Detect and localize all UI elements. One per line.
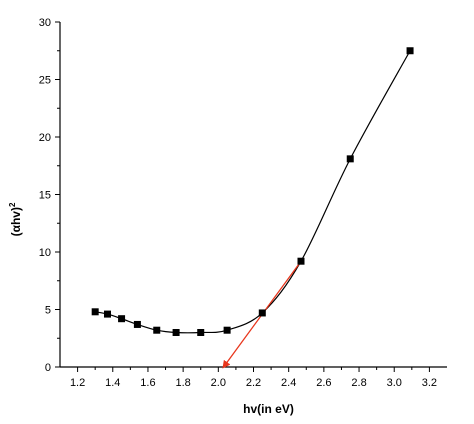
x-tick-label: 2.4 [281, 377, 296, 389]
y-axis-title-main: (αhv) [9, 207, 23, 236]
data-point-marker [406, 47, 414, 55]
x-tick-label: 3.0 [387, 377, 402, 389]
data-point-marker [223, 326, 231, 334]
data-point-marker [346, 155, 354, 163]
x-tick-label: 1.8 [175, 377, 190, 389]
y-tick-label: 15 [39, 190, 51, 202]
data-point-marker [258, 309, 266, 317]
y-tick-label: 10 [39, 247, 51, 259]
x-tick-label: 1.6 [140, 377, 155, 389]
x-tick-label: 1.4 [105, 377, 120, 389]
data-point-marker [172, 329, 180, 336]
data-point-marker [197, 329, 205, 336]
x-tick-label: 2.6 [316, 377, 331, 389]
data-point-marker [133, 320, 141, 328]
y-tick-label: 30 [39, 17, 51, 29]
data-point-marker [118, 315, 126, 323]
data-point-marker [103, 310, 111, 318]
data-point-marker [297, 257, 305, 265]
x-tick-label: 2.8 [351, 377, 366, 389]
data-point-marker [153, 326, 161, 334]
axes [59, 22, 447, 368]
x-tick-label: 2.2 [246, 377, 261, 389]
markers [91, 47, 414, 336]
y-tick-label: 20 [39, 132, 51, 144]
ticks: 1.2 1.4 1.6 1.8 2.0 2.2 2.4 2.6 2.8 3.0 3.2 0 5 10 15 2… [39, 17, 437, 389]
y-axis-title-superscript: 2 [8, 202, 17, 207]
data-line [95, 50, 411, 334]
x-tick-label: 1.2 [70, 377, 85, 389]
x-tick-label: 2.0 [211, 377, 226, 389]
x-axis-title: hv(in eV) [243, 402, 294, 416]
x-tick-label: 3.2 [422, 377, 437, 389]
y-axis-title: (αhv)2 [8, 202, 23, 236]
y-tick-label: 5 [45, 305, 51, 317]
y-tick-label: 0 [45, 362, 51, 374]
y-tick-label: 25 [39, 75, 51, 87]
data-point-marker [91, 308, 99, 316]
series-line [95, 50, 411, 334]
